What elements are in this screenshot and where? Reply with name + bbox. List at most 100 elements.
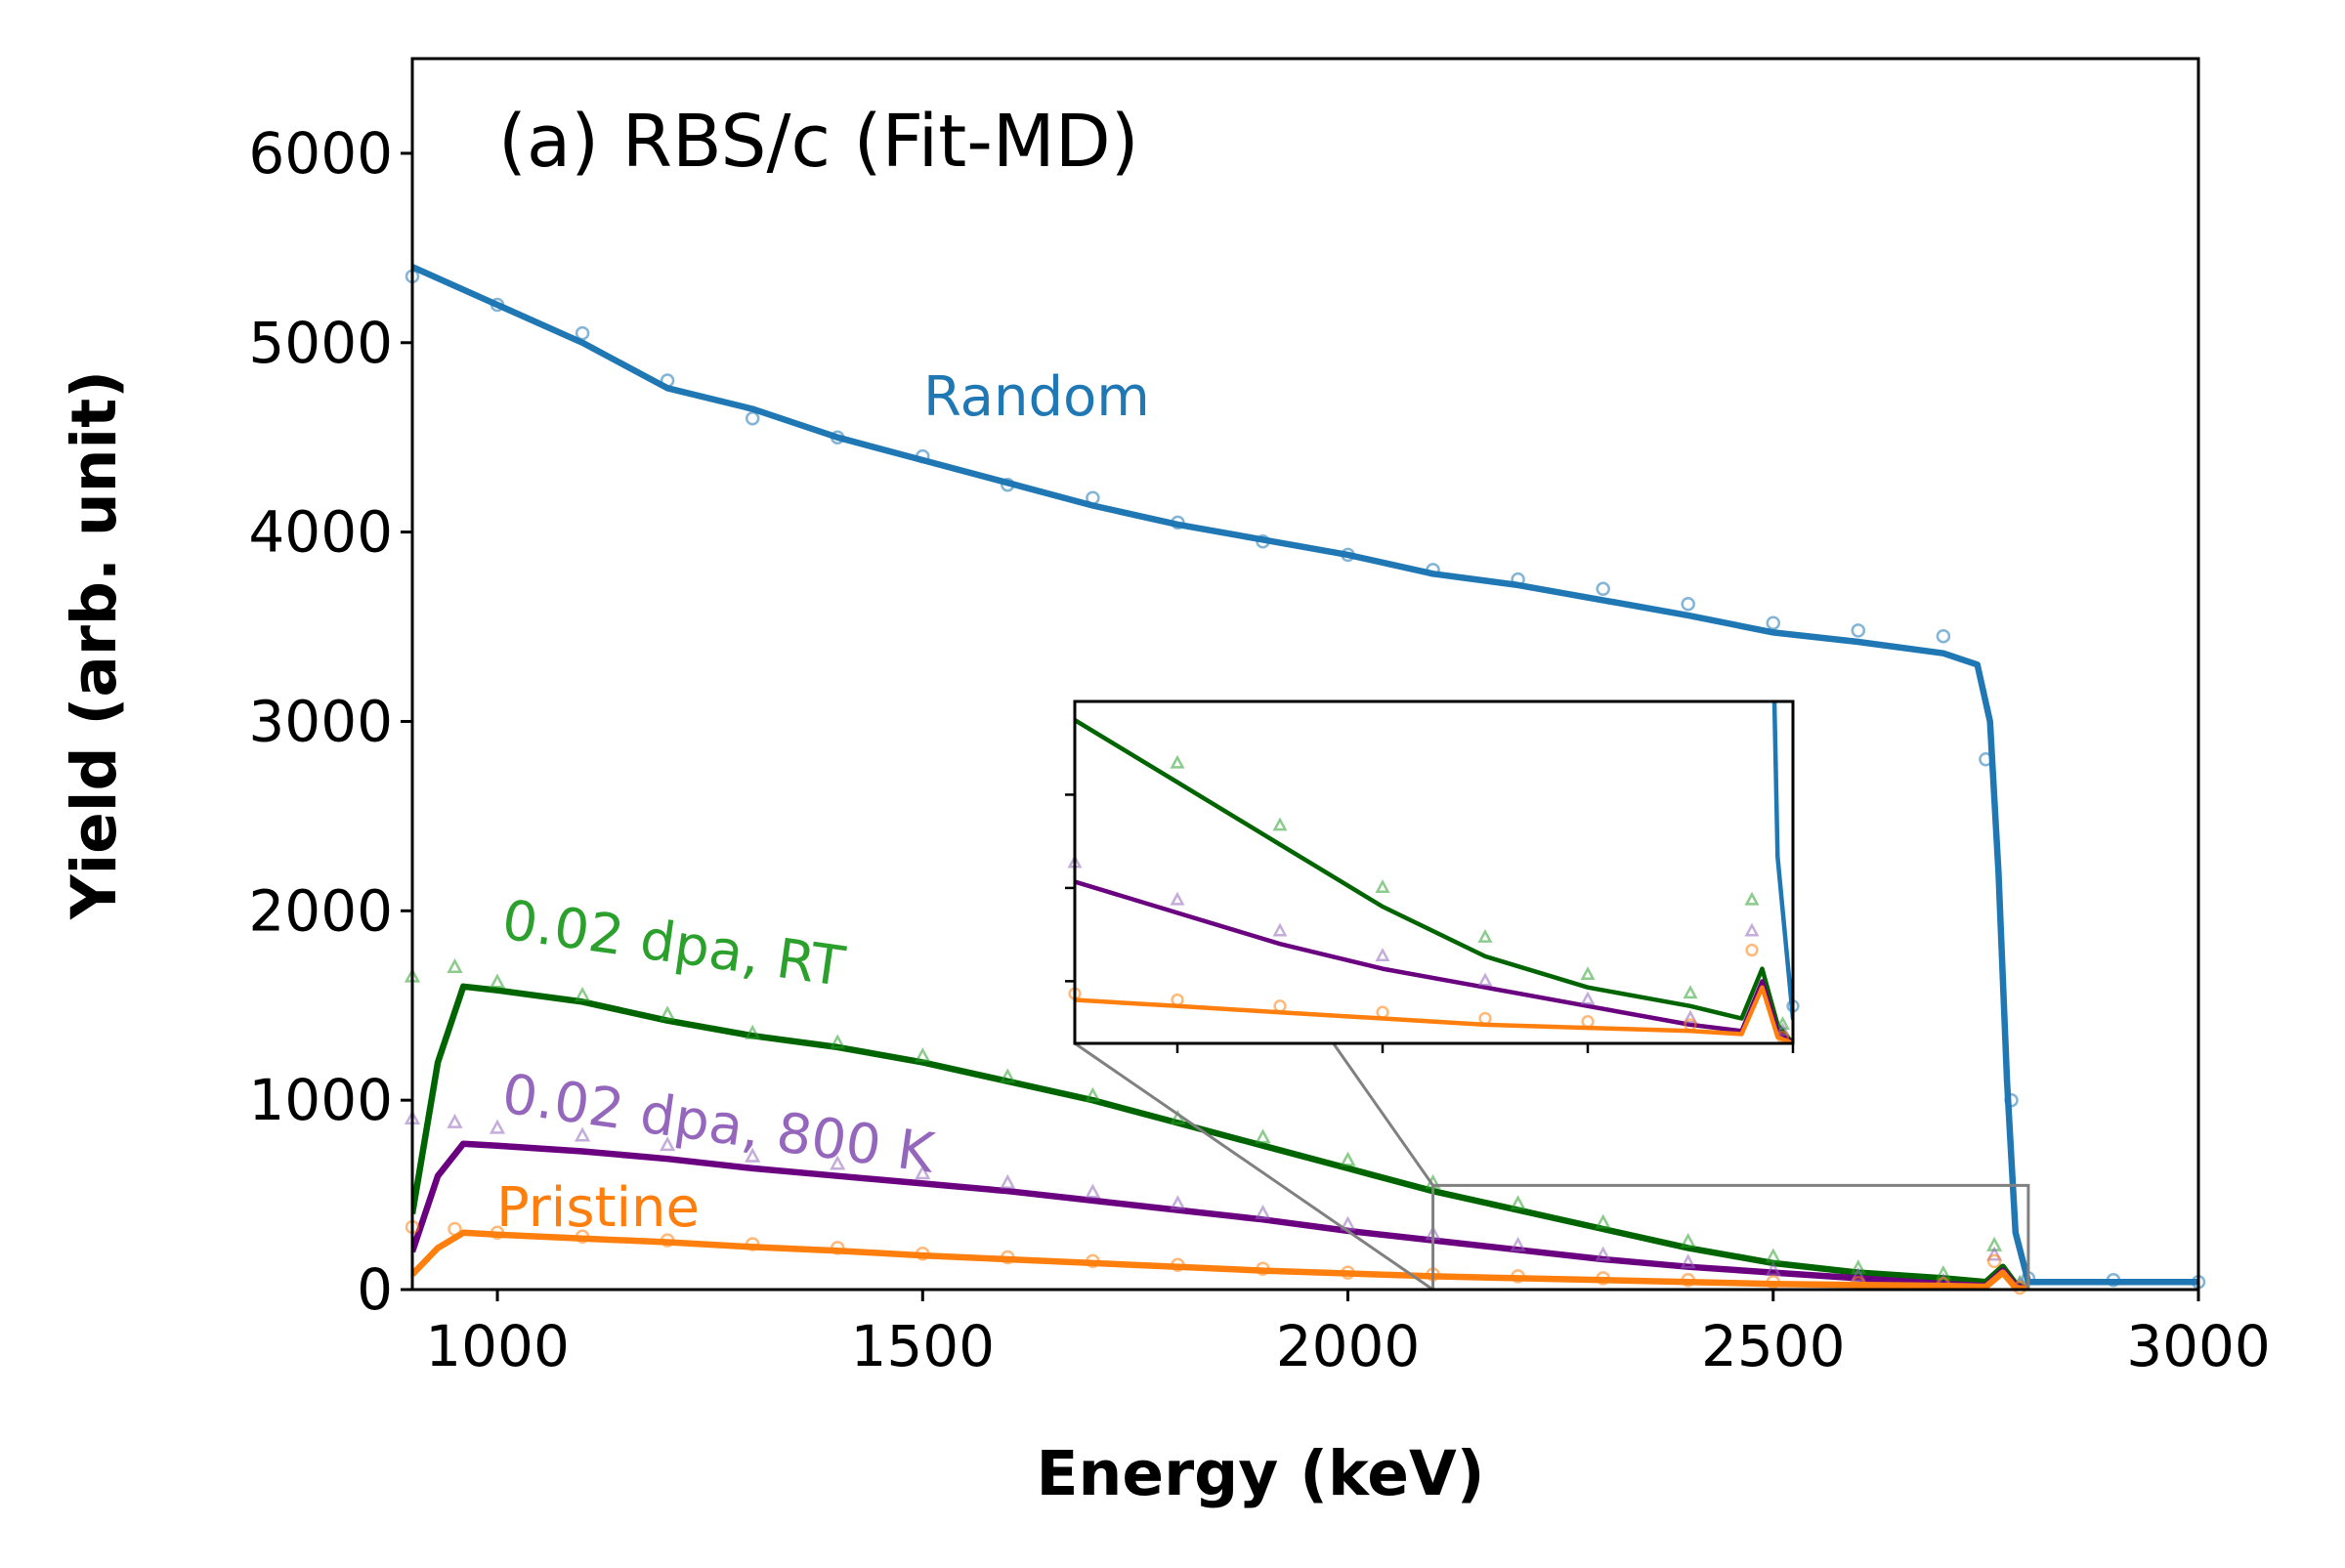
main-marker-0-02-dpa-800-k-15 bbox=[1595, 1246, 1611, 1261]
y-tick-label-5000: 5000 bbox=[248, 310, 393, 376]
main-marker-random-20 bbox=[2004, 1092, 2019, 1108]
main-marker-0-02-dpa-rt-3 bbox=[575, 986, 591, 1001]
x-tick-label-1000: 1000 bbox=[425, 1313, 570, 1379]
main-marker-0-02-dpa-rt-2 bbox=[489, 973, 506, 989]
main-marker-random-5 bbox=[830, 430, 845, 445]
inset-marker-pristine-15 bbox=[1273, 999, 1287, 1013]
main-marker-pristine-1 bbox=[448, 1221, 462, 1237]
x-axis-title: Energy (keV) bbox=[1036, 1438, 1484, 1509]
main-marker-0-02-dpa-800-k-14 bbox=[1510, 1236, 1526, 1251]
inset-marker-0-02-dpa-rt-21 bbox=[1775, 1016, 1790, 1030]
main-marker-pristine-15 bbox=[1596, 1271, 1610, 1286]
main-marker-pristine-11 bbox=[1256, 1261, 1270, 1276]
main-marker-0-02-dpa-800-k-10 bbox=[1170, 1195, 1186, 1210]
y-tick-label-0: 0 bbox=[357, 1256, 393, 1323]
main-marker-0-02-dpa-800-k-7 bbox=[915, 1165, 931, 1180]
main-marker-0-02-dpa-800-k-18 bbox=[1850, 1266, 1866, 1282]
main-marker-pristine-9 bbox=[1086, 1253, 1100, 1269]
main-marker-0-02-dpa-800-k-9 bbox=[1085, 1183, 1101, 1199]
inset-series-line-0-02-dpa-800-k bbox=[1075, 879, 1793, 1043]
main-marker-0-02-dpa-800-k-2 bbox=[489, 1119, 506, 1134]
main-marker-pristine-8 bbox=[1001, 1250, 1015, 1265]
main-marker-pristine-10 bbox=[1171, 1257, 1185, 1273]
inset-background bbox=[1075, 701, 1793, 1043]
main-marker-random-12 bbox=[1426, 563, 1440, 577]
inset-axes-frame bbox=[1073, 699, 1795, 1045]
main-marker-0-02-dpa-rt-16 bbox=[1680, 1232, 1696, 1248]
y-tick-label-6000: 6000 bbox=[248, 120, 393, 187]
x-tick-label-3000: 3000 bbox=[2126, 1313, 2271, 1379]
main-marker-random-16 bbox=[1766, 615, 1781, 630]
main-marker-0-02-dpa-rt-9 bbox=[1085, 1086, 1101, 1102]
inset-marker-0-02-dpa-rt-17 bbox=[1477, 928, 1493, 943]
main-marker-random-11 bbox=[1341, 547, 1355, 563]
main-marker-random-1 bbox=[490, 297, 505, 313]
main-marker-pristine-7 bbox=[916, 1246, 930, 1261]
main-series-line-random bbox=[412, 264, 2198, 1286]
inset-marker-0-02-dpa-rt-15 bbox=[1272, 817, 1288, 831]
main-marker-random-19 bbox=[1979, 751, 1993, 767]
main-axes-frame bbox=[410, 57, 2200, 1292]
main-marker-0-02-dpa-rt-11 bbox=[1255, 1128, 1271, 1144]
main-marker-pristine-5 bbox=[745, 1237, 760, 1251]
inset-marker-0-02-dpa-800-k-20 bbox=[1744, 922, 1760, 937]
main-marker-0-02-dpa-800-k-5 bbox=[745, 1147, 761, 1163]
x-tick-label-2000: 2000 bbox=[1276, 1313, 1421, 1379]
main-marker-random-9 bbox=[1171, 515, 1185, 530]
series-label-random: Random bbox=[923, 365, 1150, 429]
inset-marker-0-02-dpa-rt-14 bbox=[1170, 754, 1185, 769]
inset-marker-0-02-dpa-800-k-14 bbox=[1170, 891, 1185, 906]
main-marker-0-02-dpa-rt-1 bbox=[447, 957, 463, 973]
series-label-pristine: Pristine bbox=[496, 1176, 700, 1240]
main-marker-random-17 bbox=[1851, 623, 1866, 638]
main-marker-random-8 bbox=[1086, 490, 1100, 505]
main-marker-pristine-6 bbox=[830, 1241, 845, 1255]
main-marker-random-6 bbox=[916, 448, 930, 464]
main-marker-random-2 bbox=[575, 325, 590, 341]
main-marker-pristine-2 bbox=[490, 1225, 505, 1241]
main-marker-0-02-dpa-800-k-11 bbox=[1255, 1204, 1271, 1219]
main-marker-0-02-dpa-rt-18 bbox=[1850, 1259, 1866, 1275]
main-marker-random-22 bbox=[2106, 1273, 2121, 1288]
main-marker-0-02-dpa-800-k-17 bbox=[1765, 1261, 1781, 1277]
inset-marker-pristine-14 bbox=[1171, 993, 1184, 1007]
main-marker-0-02-dpa-800-k-8 bbox=[1000, 1173, 1016, 1189]
inset-marker-0-02-dpa-800-k-18 bbox=[1580, 991, 1596, 1005]
y-tick-label-2000: 2000 bbox=[248, 877, 393, 944]
main-marker-0-02-dpa-rt-6 bbox=[830, 1034, 846, 1049]
inset-series-line-0-02-dpa-rt bbox=[1075, 717, 1793, 1043]
inset-connector-left bbox=[1074, 1041, 1434, 1292]
main-marker-random-7 bbox=[1001, 477, 1015, 492]
main-marker-0-02-dpa-800-k-4 bbox=[660, 1136, 676, 1152]
main-marker-random-4 bbox=[745, 411, 760, 426]
main-marker-pristine-14 bbox=[1511, 1269, 1525, 1284]
chart-title: (a) RBS/c (Fit-MD) bbox=[498, 100, 1139, 184]
inset-marker-0-02-dpa-800-k-17 bbox=[1477, 972, 1493, 987]
main-plot-area bbox=[404, 264, 2206, 1295]
inset-marker-0-02-dpa-800-k-21 bbox=[1775, 1022, 1790, 1037]
inset-marker-0-02-dpa-800-k-19 bbox=[1683, 1009, 1698, 1024]
main-marker-pristine-12 bbox=[1341, 1265, 1355, 1280]
inset-marker-pristine-17 bbox=[1478, 1011, 1492, 1026]
inset-marker-pristine-20 bbox=[1745, 943, 1759, 957]
main-marker-0-02-dpa-rt-15 bbox=[1595, 1213, 1611, 1229]
main-marker-0-02-dpa-rt-12 bbox=[1340, 1151, 1356, 1166]
main-marker-0-02-dpa-800-k-1 bbox=[447, 1113, 463, 1128]
y-tick-label-1000: 1000 bbox=[248, 1067, 393, 1133]
main-series-line-pristine bbox=[412, 1229, 2029, 1290]
y-tick-label-3000: 3000 bbox=[248, 688, 393, 754]
inset-marker-0-02-dpa-800-k-16 bbox=[1375, 948, 1390, 961]
main-marker-0-02-dpa-rt-7 bbox=[915, 1047, 931, 1063]
main-marker-pristine-3 bbox=[575, 1229, 590, 1244]
main-marker-pristine-20 bbox=[1986, 1253, 2002, 1269]
main-marker-random-15 bbox=[1681, 597, 1695, 612]
main-marker-random-13 bbox=[1511, 572, 1525, 587]
x-tick-label-1500: 1500 bbox=[850, 1313, 995, 1379]
inset-marker-pristine-19 bbox=[1684, 1018, 1697, 1032]
main-marker-pristine-4 bbox=[660, 1233, 675, 1248]
main-marker-0-02-dpa-800-k-6 bbox=[830, 1155, 846, 1170]
main-marker-pristine-17 bbox=[1766, 1274, 1781, 1290]
main-marker-random-3 bbox=[660, 373, 675, 388]
